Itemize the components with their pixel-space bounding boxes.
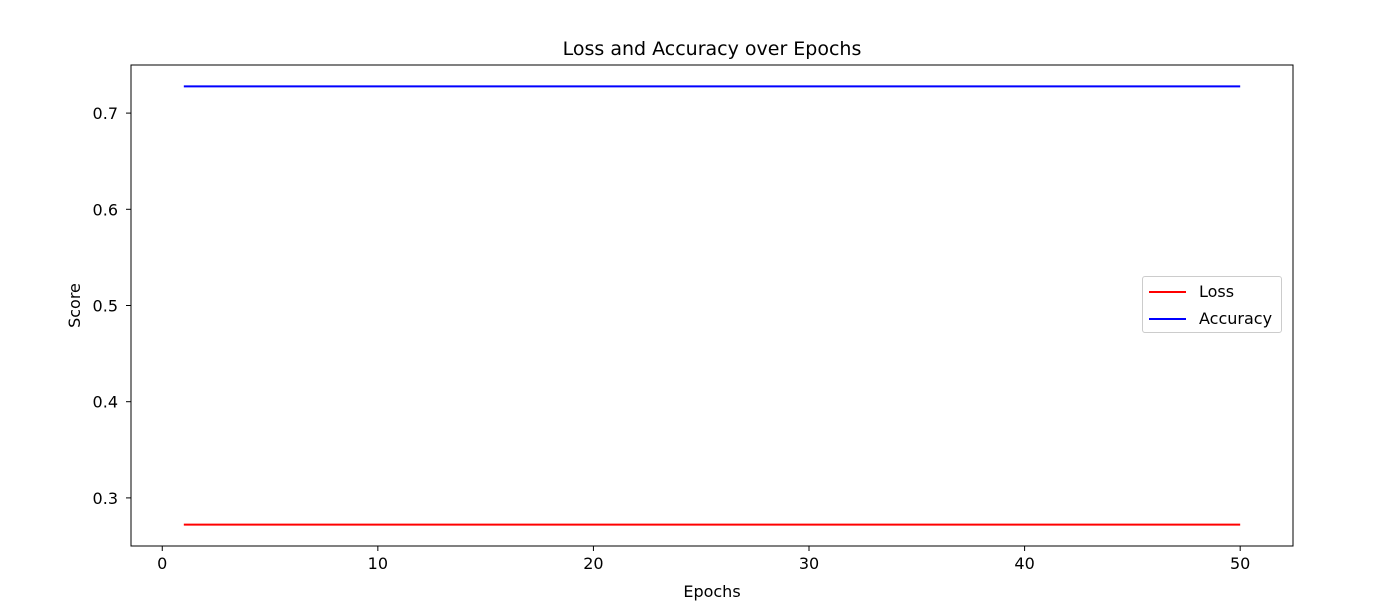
y-tick-label: 0.4 <box>93 393 118 412</box>
x-tick-label: 30 <box>799 554 819 573</box>
y-tick-label: 0.3 <box>93 489 118 508</box>
x-tick-label: 10 <box>368 554 388 573</box>
legend-label-accuracy: Accuracy <box>1199 309 1273 328</box>
x-tick-label: 50 <box>1230 554 1250 573</box>
legend-label-loss: Loss <box>1199 282 1235 301</box>
y-tick-label: 0.7 <box>93 104 118 123</box>
y-tick-label: 0.6 <box>93 200 118 219</box>
legend-swatch-accuracy <box>1149 318 1186 320</box>
y-tick-label: 0.5 <box>93 297 118 316</box>
chart-title: Loss and Accuracy over Epochs <box>563 38 862 60</box>
x-tick-label: 20 <box>583 554 603 573</box>
x-tick-label: 0 <box>157 554 167 573</box>
plot-frame <box>130 64 1294 547</box>
legend: Loss Accuracy <box>1142 276 1282 333</box>
y-axis-label: Score <box>65 283 84 328</box>
legend-item-accuracy: Accuracy <box>1143 309 1281 329</box>
legend-swatch-loss <box>1149 291 1186 293</box>
x-tick-label: 40 <box>1014 554 1034 573</box>
x-axis-label: Epochs <box>683 582 740 601</box>
legend-item-loss: Loss <box>1143 282 1281 302</box>
